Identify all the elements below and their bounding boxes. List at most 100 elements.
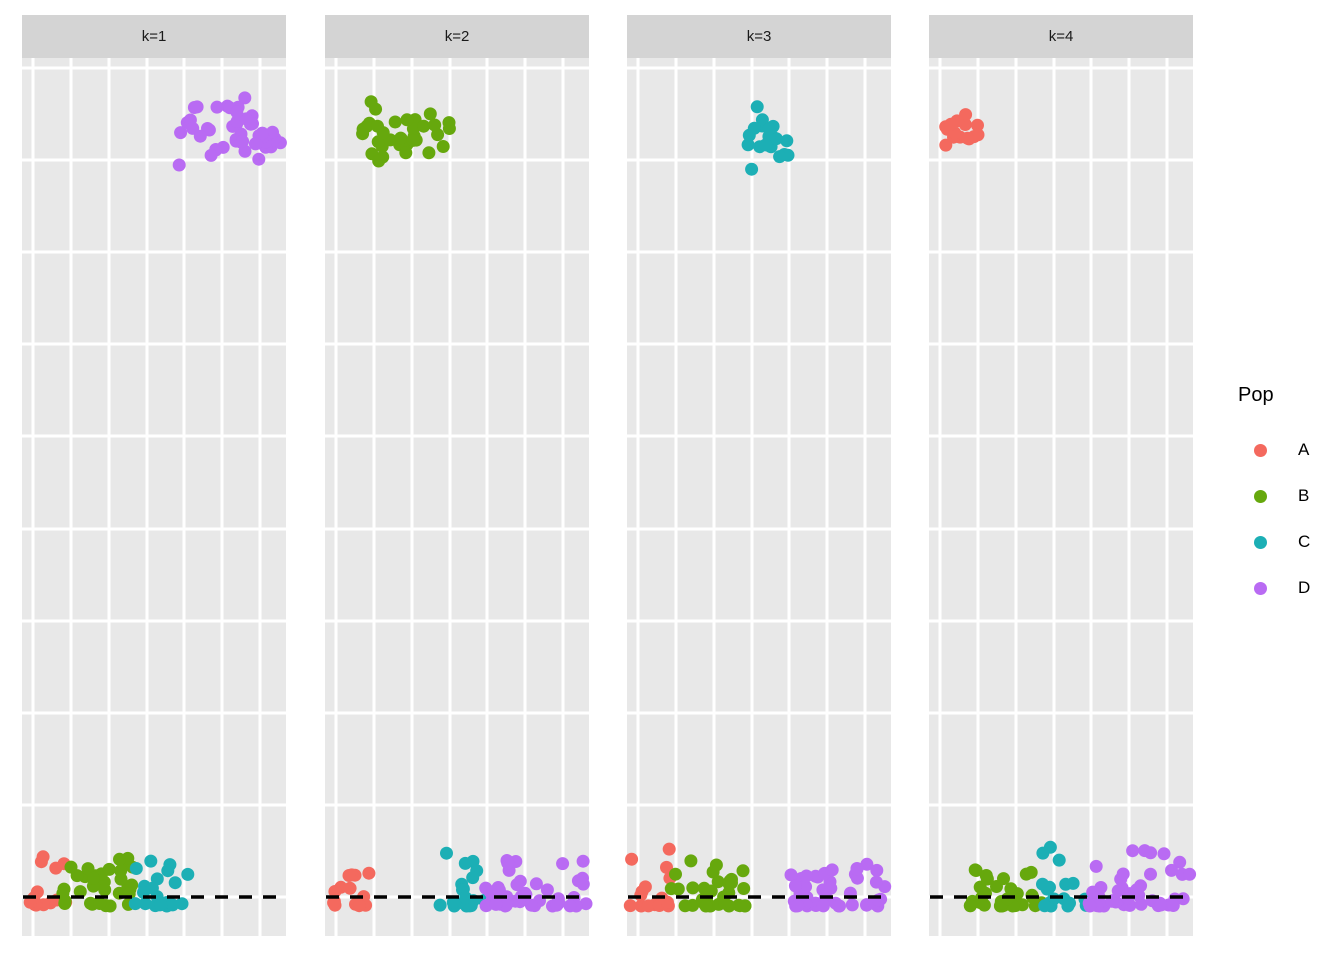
v-gridline (220, 58, 224, 936)
data-point (372, 154, 386, 168)
data-point (678, 899, 692, 913)
data-point (664, 882, 678, 896)
legend-label: C (1298, 532, 1311, 551)
legend-label: D (1298, 578, 1311, 597)
data-point (850, 871, 864, 885)
data-point (144, 854, 158, 868)
data-point (737, 882, 751, 895)
data-point (641, 899, 655, 913)
data-point (499, 898, 513, 912)
v-gridline (674, 58, 678, 936)
h-gridline (929, 434, 1193, 438)
h-gridline (325, 342, 589, 346)
legend-key-column (1237, 427, 1283, 611)
data-point (442, 116, 456, 130)
data-point (697, 881, 711, 895)
data-point (660, 860, 673, 874)
v-gridline (1014, 58, 1018, 936)
h-gridline (627, 711, 891, 715)
data-point (238, 91, 252, 105)
data-point (161, 864, 175, 878)
data-point (433, 898, 447, 912)
data-point (327, 896, 341, 910)
data-point (552, 896, 566, 910)
data-point (686, 881, 700, 895)
v-gridline (372, 58, 376, 936)
data-point (1052, 853, 1066, 867)
data-point (1144, 867, 1157, 881)
data-point (745, 162, 759, 176)
data-point (816, 899, 830, 913)
facet-strip-label: k=3 (746, 28, 772, 45)
data-point (34, 855, 48, 869)
data-point (1116, 867, 1130, 881)
data-point (1157, 847, 1171, 861)
data-point (352, 899, 366, 913)
legend-key (1237, 519, 1283, 565)
data-point (369, 102, 383, 116)
data-point (788, 879, 802, 893)
v-gridline (787, 58, 791, 936)
data-point (190, 100, 204, 114)
v-gridline (182, 58, 186, 936)
data-point (759, 138, 773, 152)
data-point (1144, 846, 1158, 860)
data-point (93, 897, 107, 910)
data-point (400, 113, 414, 127)
v-gridline (485, 58, 489, 936)
h-gridline (22, 250, 286, 254)
data-point (436, 140, 450, 153)
panel-background (627, 58, 891, 936)
data-point (501, 856, 515, 870)
data-point (114, 872, 128, 886)
data-point (625, 852, 639, 866)
h-gridline (627, 250, 891, 254)
data-point (174, 126, 188, 140)
data-point (623, 899, 637, 913)
data-point (181, 867, 195, 881)
h-gridline (22, 434, 286, 438)
h-gridline (627, 342, 891, 346)
data-point (1130, 883, 1144, 897)
data-point (1173, 855, 1187, 869)
data-point (399, 146, 413, 160)
h-gridline (627, 66, 891, 70)
h-gridline (325, 803, 589, 807)
h-gridline (325, 250, 589, 254)
data-point (784, 868, 798, 882)
data-point (168, 876, 182, 890)
h-gridline (22, 158, 286, 162)
h-gridline (325, 527, 589, 531)
h-gridline (627, 619, 891, 623)
legend-label: B (1298, 486, 1310, 505)
legend-swatch-c-icon (1253, 535, 1267, 549)
panel-background (22, 58, 286, 936)
legend-swatch-d-icon (1253, 581, 1267, 595)
h-gridline (22, 527, 286, 531)
data-point (510, 878, 524, 892)
data-point (1043, 840, 1057, 854)
panel-background (325, 58, 589, 936)
data-point (1057, 892, 1071, 906)
h-gridline (325, 158, 589, 162)
data-point (706, 865, 720, 879)
data-point (971, 118, 984, 132)
h-gridline (325, 619, 589, 623)
h-gridline (325, 711, 589, 715)
data-point (791, 899, 805, 913)
data-point (818, 888, 832, 902)
data-point (638, 880, 652, 894)
data-point (711, 875, 725, 889)
v-gridline (334, 58, 338, 936)
h-gridline (929, 527, 1193, 531)
data-point (138, 897, 152, 911)
data-point (563, 899, 577, 913)
facet-strip-label: k=1 (141, 28, 167, 45)
v-gridline (410, 58, 414, 936)
data-point (1083, 899, 1097, 913)
data-point (750, 100, 764, 114)
data-point (825, 863, 839, 877)
data-point (87, 871, 100, 885)
data-point (1134, 897, 1148, 911)
